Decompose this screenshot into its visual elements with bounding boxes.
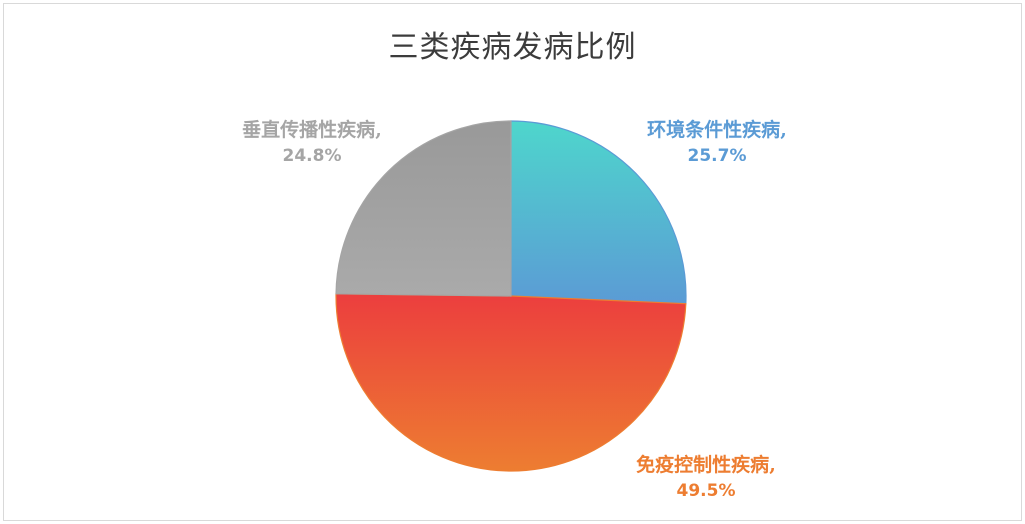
slice-label-percent: 25.7% xyxy=(687,146,747,166)
chart-title: 三类疾病发病比例 xyxy=(388,30,637,65)
pie-slice-environment xyxy=(510,120,687,305)
slice-label-name: 免疫控制性疾病 xyxy=(636,454,770,476)
slice-label-environment: 环境条件性疾病, 25.7% xyxy=(612,117,822,169)
slice-label-name: 环境条件性疾病 xyxy=(647,119,781,141)
slice-label-immune: 免疫控制性疾病, 49.5% xyxy=(586,452,826,504)
slice-label-percent: 24.8% xyxy=(282,146,342,166)
pie-slice-immune xyxy=(335,293,687,472)
slice-label-vertical: 垂直传播性疾病, 24.8% xyxy=(206,117,418,169)
slice-label-percent: 49.5% xyxy=(676,481,736,501)
pie-slice-vertical xyxy=(335,120,512,297)
slice-label-name: 垂直传播性疾病 xyxy=(242,119,376,141)
